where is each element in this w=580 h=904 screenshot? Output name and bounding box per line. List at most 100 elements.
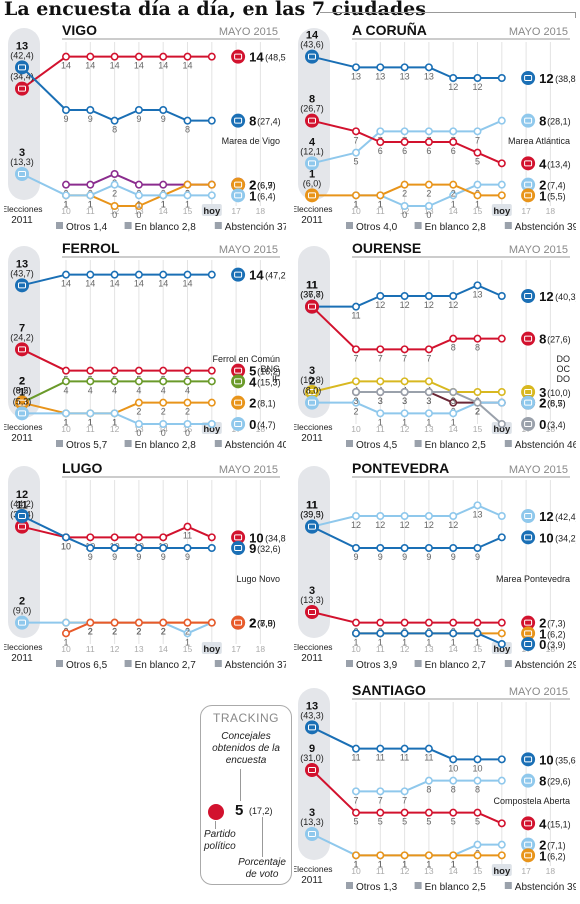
end-seats: 8 <box>249 114 256 129</box>
start-party-icon-glyph <box>18 410 26 417</box>
footer-swatch <box>56 660 63 667</box>
data-point <box>376 618 385 627</box>
data-label: 14 <box>61 279 71 289</box>
end-party-icon <box>521 626 536 641</box>
start-pct: (10,8) <box>300 375 324 385</box>
data-label: 1 <box>88 199 93 209</box>
data-point <box>497 533 506 542</box>
data-point <box>134 533 143 542</box>
end-party-icon-glyph <box>524 389 533 395</box>
data-point <box>351 618 360 627</box>
data-label: 13 <box>424 71 434 81</box>
start-seats: 2 <box>19 376 25 388</box>
x-tick-elecciones: Elecciones <box>4 422 43 432</box>
party-name-label: BNG <box>260 364 280 374</box>
data-point <box>400 544 409 553</box>
end-party-icon-glyph <box>234 421 243 427</box>
start-party-icon-glyph <box>18 282 26 289</box>
end-party-icon-glyph <box>524 641 533 647</box>
end-pct: (27,6) <box>547 335 571 345</box>
end-party-icon-glyph <box>524 421 533 427</box>
end-party-icon-glyph <box>234 545 243 551</box>
data-point <box>159 180 168 189</box>
data-label: 1 <box>426 417 431 427</box>
data-point <box>449 808 458 817</box>
start-party-icon-glyph <box>308 117 316 124</box>
end-party-icon-glyph <box>234 619 243 626</box>
end-seats: 12 <box>539 509 553 524</box>
data-point <box>400 851 409 860</box>
start-seats: 2 <box>19 596 25 608</box>
footer-swatch <box>124 440 132 447</box>
month-label: MAYO 2015 <box>509 464 568 476</box>
data-point <box>473 851 482 860</box>
footer-stat-otros: Otros 1,4 <box>66 222 108 232</box>
end-pct: (40,3) <box>555 292 576 302</box>
data-label: 10 <box>448 763 458 773</box>
end-party-icon <box>521 615 536 630</box>
data-label: 11 <box>376 753 385 763</box>
x-tick-11: 11 <box>86 644 95 654</box>
x-tick-year: 2011 <box>301 215 323 226</box>
data-point <box>497 388 506 397</box>
end-party-icon <box>521 177 536 192</box>
data-point <box>497 191 506 200</box>
series-compostela-aberta: 7 7 78 8 88 (29,6) <box>351 773 571 805</box>
start-party-icon <box>15 342 29 357</box>
data-label: 0 <box>185 428 190 438</box>
footer-swatch <box>346 222 353 229</box>
start-seats: 9 <box>309 743 315 755</box>
data-label: 2 <box>136 627 141 637</box>
end-seats: 10 <box>249 530 263 545</box>
data-label: 14 <box>61 61 71 71</box>
hoy-highlight <box>491 422 512 434</box>
x-tick-13: 13 <box>424 206 434 216</box>
data-label: 9 <box>161 114 166 124</box>
page-title: La encuesta día a día, en las 7 ciudades <box>4 0 426 20</box>
x-tick-13: 13 <box>134 424 144 434</box>
data-label: 11 <box>183 531 192 541</box>
data-point <box>424 618 433 627</box>
data-label: 3 <box>353 396 358 406</box>
end-party-icon-glyph <box>234 181 243 188</box>
data-label: 5 <box>451 817 456 827</box>
x-tick-13: 13 <box>424 866 434 876</box>
end-party-icon <box>231 113 246 128</box>
series-line-pp <box>311 726 502 761</box>
elecciones-band <box>8 466 40 638</box>
end-party-icon <box>521 509 536 523</box>
data-point <box>449 334 458 343</box>
data-label: 12 <box>375 300 385 310</box>
end-party-icon-glyph <box>234 399 243 406</box>
end-party-icon <box>521 848 536 863</box>
series-if: 1 1 10 0 01(5,3)0 (4,7) <box>13 386 276 438</box>
footer-stat-en-blanco: En blanco 2,8 <box>135 440 197 450</box>
end-party-icon <box>521 71 536 85</box>
data-label: 1 <box>402 637 407 647</box>
end-seats: 2 <box>249 616 256 631</box>
x-tick-15: 15 <box>183 644 193 654</box>
data-label: 7 <box>378 353 383 363</box>
end-pct: (34,8) <box>265 533 286 543</box>
data-label: 9 <box>402 552 407 562</box>
data-label: 2 <box>475 407 480 417</box>
end-seats: 8 <box>539 774 546 789</box>
x-tick-13: 13 <box>424 644 434 654</box>
series-line-pp <box>21 273 212 287</box>
end-party-icon-glyph <box>524 160 533 167</box>
x-tick-12: 12 <box>110 424 120 434</box>
x-tick-12: 12 <box>400 866 410 876</box>
data-point <box>207 366 216 375</box>
start-party-icon-glyph <box>308 389 316 395</box>
data-point <box>207 116 216 125</box>
data-point <box>473 618 482 627</box>
end-party-icon <box>231 417 246 431</box>
data-label: 1 <box>426 637 431 647</box>
series-psoe: 7 7 7 78 811(36,7)8 (27,6) <box>300 280 570 364</box>
data-label: 1 <box>63 417 68 427</box>
data-point <box>473 398 482 407</box>
end-party-icon-glyph <box>524 181 533 188</box>
start-pct: (43,6) <box>300 40 324 50</box>
end-pct: (42,4) <box>555 512 576 522</box>
